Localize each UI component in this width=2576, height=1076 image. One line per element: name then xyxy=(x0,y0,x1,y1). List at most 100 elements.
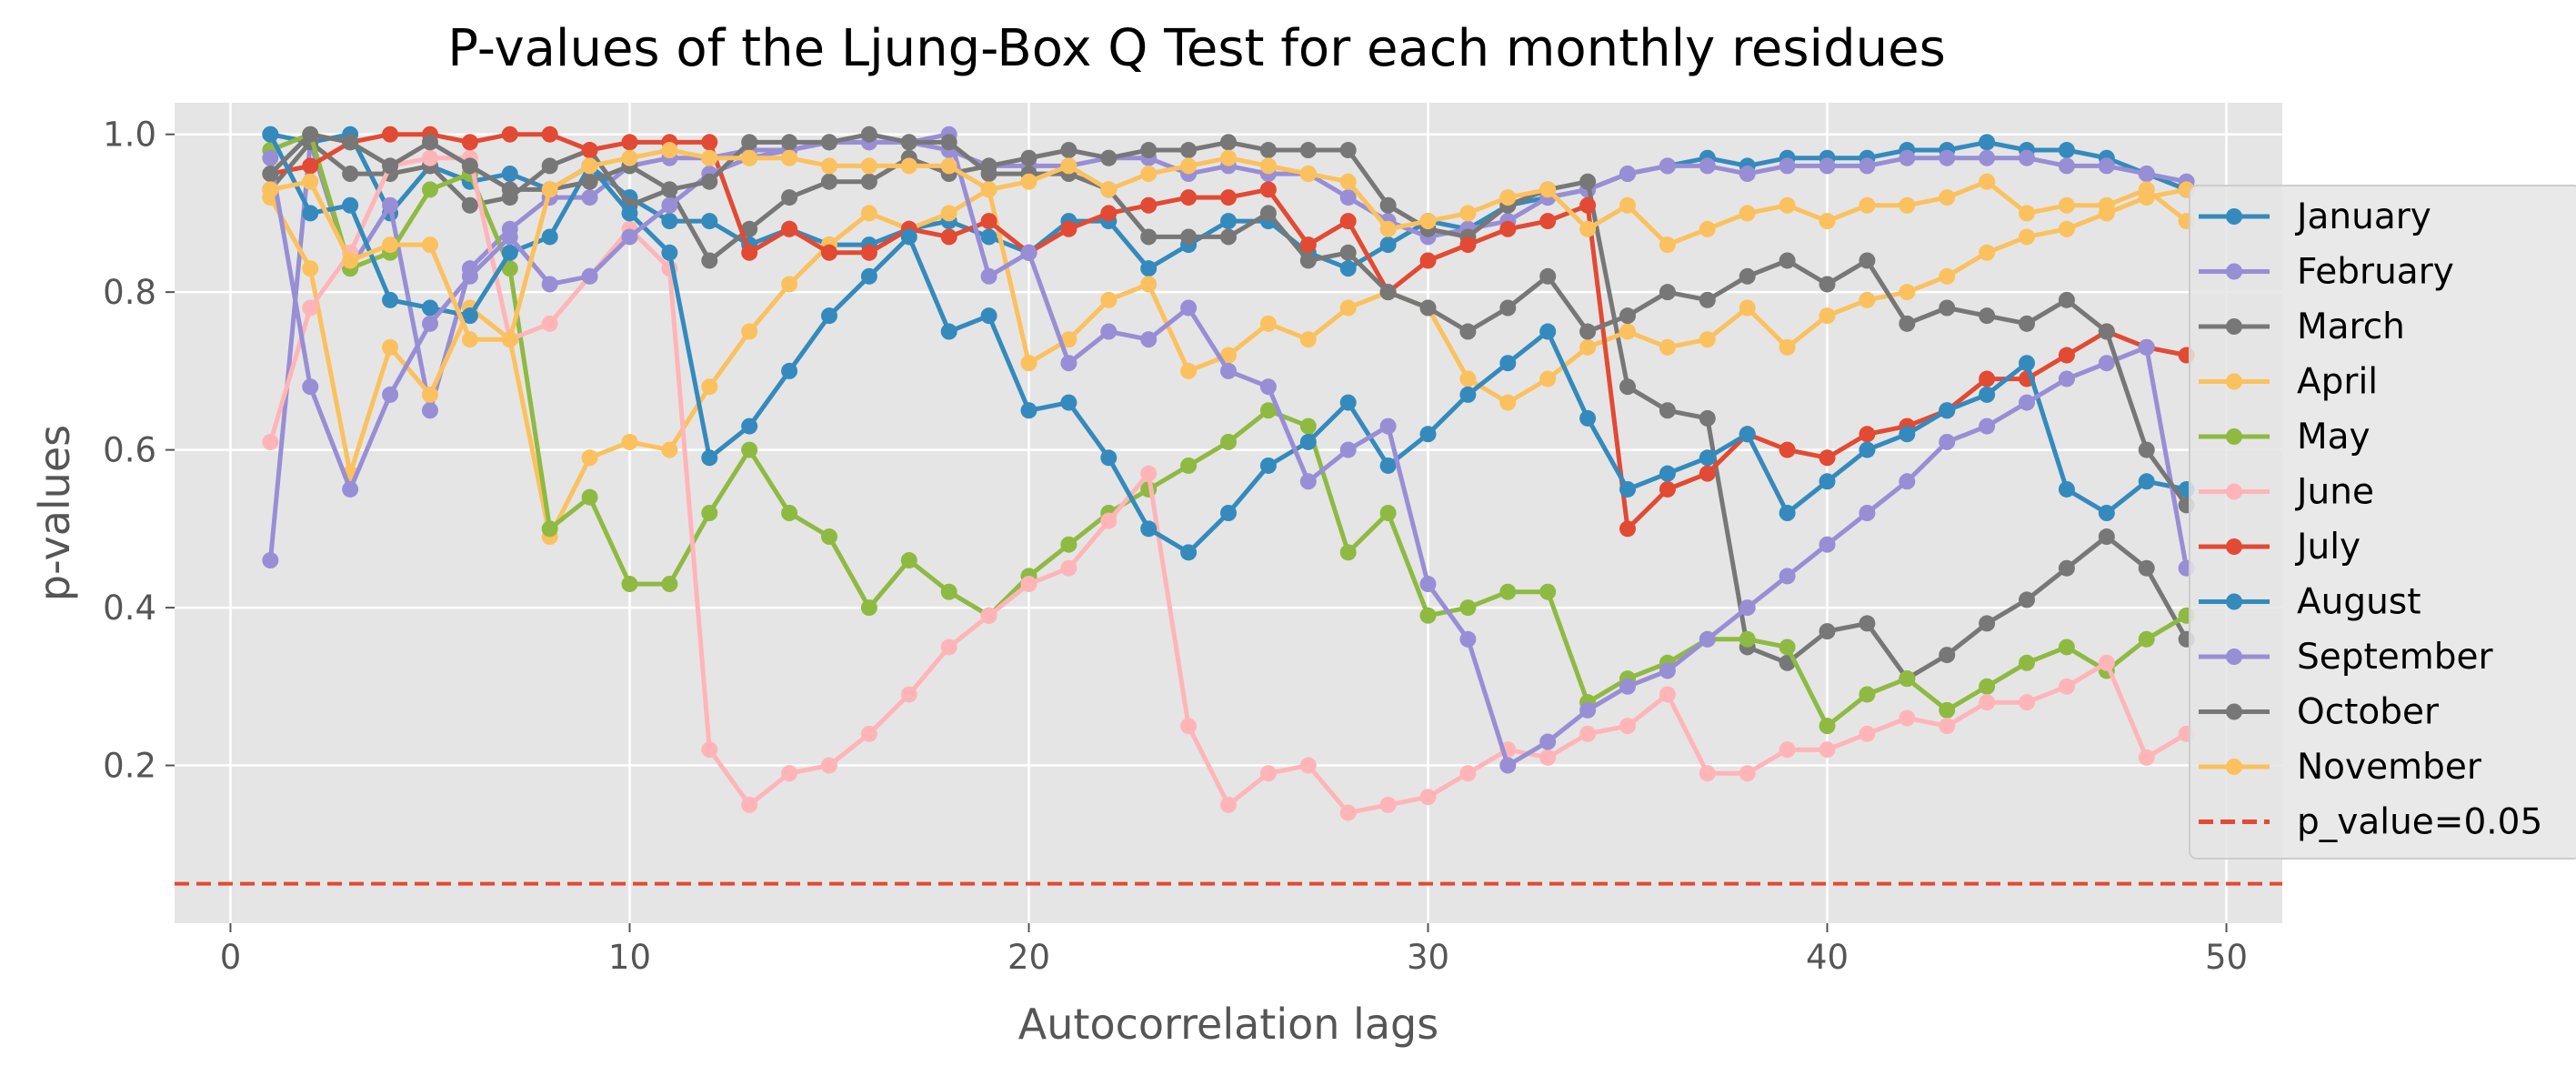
data-point xyxy=(2019,205,2036,222)
x-tick-label: 10 xyxy=(608,938,651,977)
legend-entry-february: February xyxy=(2199,252,2454,293)
data-point xyxy=(1220,796,1237,813)
data-point xyxy=(1060,157,1078,175)
data-point xyxy=(1819,718,1836,735)
data-point xyxy=(501,166,518,183)
data-point xyxy=(621,134,638,151)
data-point xyxy=(302,126,319,143)
data-point xyxy=(1060,331,1078,348)
data-point xyxy=(1339,299,1357,317)
legend-label: February xyxy=(2297,252,2454,293)
data-point xyxy=(1140,260,1158,277)
legend-label: p_value=0.05 xyxy=(2297,802,2542,843)
data-point xyxy=(1499,189,1517,206)
data-point xyxy=(382,126,399,143)
data-point xyxy=(2058,347,2075,364)
data-point xyxy=(860,244,877,261)
y-tick-label: 1.0 xyxy=(103,116,156,155)
data-point xyxy=(1859,196,1876,214)
data-point xyxy=(1579,338,1597,356)
data-point xyxy=(1100,181,1118,198)
data-point xyxy=(1379,284,1397,301)
data-point xyxy=(1299,473,1317,490)
data-point xyxy=(1499,299,1517,317)
data-point xyxy=(1659,662,1676,679)
data-point xyxy=(1819,276,1836,293)
data-point xyxy=(1339,441,1357,458)
data-point xyxy=(1299,236,1317,254)
data-point xyxy=(581,488,598,506)
data-point xyxy=(1299,757,1317,774)
data-point xyxy=(2058,157,2075,175)
data-point xyxy=(2058,559,2075,577)
data-point xyxy=(1579,409,1597,427)
data-point xyxy=(1379,236,1397,254)
data-point xyxy=(382,291,399,308)
data-point xyxy=(1060,559,1078,577)
data-point xyxy=(661,196,678,214)
data-point xyxy=(1859,686,1876,703)
data-point xyxy=(1060,142,1078,159)
data-point xyxy=(1299,331,1317,348)
data-point xyxy=(701,449,718,467)
data-point xyxy=(1699,465,1716,482)
data-point xyxy=(1779,196,1796,214)
data-point xyxy=(1339,804,1357,821)
data-point xyxy=(421,181,438,198)
legend-marker xyxy=(2226,208,2242,225)
data-point xyxy=(1619,323,1637,340)
data-point xyxy=(262,149,279,166)
legend-label: October xyxy=(2297,692,2440,733)
data-point xyxy=(1699,765,1716,782)
data-point xyxy=(2098,355,2115,372)
data-point xyxy=(501,228,518,246)
data-point xyxy=(1899,315,1916,332)
data-point xyxy=(262,552,279,569)
data-point xyxy=(781,220,798,237)
data-point xyxy=(541,520,558,538)
data-point xyxy=(382,196,399,214)
data-point xyxy=(1699,157,1716,175)
data-point xyxy=(2138,630,2155,648)
data-point xyxy=(1339,244,1357,261)
data-point xyxy=(1060,220,1078,237)
data-point xyxy=(1220,362,1237,379)
data-point xyxy=(1259,142,1277,159)
data-point xyxy=(1459,205,1477,222)
data-point xyxy=(1379,505,1397,521)
data-point xyxy=(382,386,399,403)
data-point xyxy=(661,576,678,593)
data-point xyxy=(900,157,917,175)
data-point xyxy=(2098,654,2115,671)
data-point xyxy=(980,228,997,246)
data-point xyxy=(1659,480,1676,498)
data-point xyxy=(2138,473,2155,490)
data-point xyxy=(1859,291,1876,308)
data-point xyxy=(1459,386,1477,403)
data-point xyxy=(302,299,319,317)
data-point xyxy=(940,157,957,175)
data-point xyxy=(1419,299,1437,317)
data-point xyxy=(1379,196,1397,214)
data-point xyxy=(781,189,798,206)
data-point xyxy=(701,505,718,521)
data-point xyxy=(980,307,997,325)
data-point xyxy=(342,252,359,269)
data-point xyxy=(621,205,638,222)
data-point xyxy=(661,244,678,261)
data-point xyxy=(342,196,359,214)
data-point xyxy=(1619,166,1637,183)
data-point xyxy=(2019,654,2036,671)
data-point xyxy=(1899,196,1916,214)
data-point xyxy=(1779,157,1796,175)
x-tick-label: 20 xyxy=(1007,938,1050,977)
data-point xyxy=(1180,142,1198,159)
data-point xyxy=(1100,323,1118,340)
data-point xyxy=(2019,149,2036,166)
data-point xyxy=(1379,796,1397,813)
data-point xyxy=(1140,276,1158,293)
data-point xyxy=(1180,718,1198,735)
data-point xyxy=(1140,465,1158,482)
legend-entry-january: January xyxy=(2199,196,2431,237)
data-point xyxy=(1499,220,1517,237)
